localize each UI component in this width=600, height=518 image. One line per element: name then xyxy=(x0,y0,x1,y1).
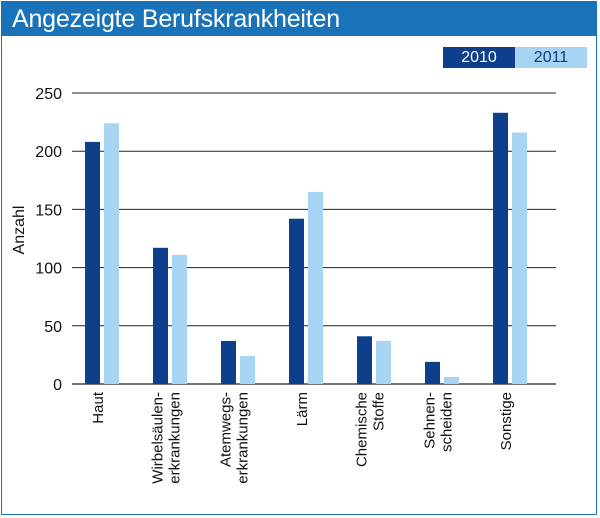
y-tick-label-150: 150 xyxy=(35,202,62,219)
bar-2010-4 xyxy=(357,336,372,384)
bar-2010-2 xyxy=(221,340,236,384)
bar-2010-6 xyxy=(493,112,508,385)
x-tick-label-0: Haut xyxy=(90,391,107,424)
bar-2011-3 xyxy=(308,191,323,384)
bar-2010-3 xyxy=(289,218,304,384)
x-tick-label-line: Lärm xyxy=(294,392,311,426)
y-tick-label-200: 200 xyxy=(35,144,62,161)
bar-2010-5 xyxy=(425,361,440,384)
x-tick-label-1: Wirbelsäulen-erkrankungen xyxy=(150,392,184,484)
bar-2010-1 xyxy=(153,247,168,384)
legend: 2010 2011 xyxy=(443,47,587,68)
y-axis-title: Anzahl xyxy=(11,206,28,255)
bar-2011-5 xyxy=(444,377,459,384)
x-tick-label-line: Haut xyxy=(90,391,107,424)
legend-item-2011: 2011 xyxy=(515,47,587,68)
x-tick-label-5: Sehnen-scheiden xyxy=(422,392,456,452)
bar-2011-4 xyxy=(376,340,391,384)
x-tick-label-2: Atemwegs-erkrankungen xyxy=(218,392,252,484)
legend-label-2010: 2010 xyxy=(461,48,497,66)
bar-2011-6 xyxy=(512,132,527,384)
legend-item-2010: 2010 xyxy=(443,47,515,68)
x-tick-label-line: Sehnen- xyxy=(422,392,439,449)
x-tick-label-line: Atemwegs- xyxy=(218,392,235,467)
x-tick-label-line: Sonstige xyxy=(498,392,515,450)
bar-2011-2 xyxy=(240,356,255,384)
x-tick-label-line: erkrankungen xyxy=(235,392,252,484)
x-tick-label-line: scheiden xyxy=(439,392,456,452)
x-tick-label-3: Lärm xyxy=(294,392,311,426)
title-bar: Angezeigte Berufskrankheiten xyxy=(2,2,596,36)
y-tick-label-100: 100 xyxy=(35,261,62,278)
x-tick-label-line: Stoffe xyxy=(371,392,388,431)
y-tick-label-0: 0 xyxy=(53,377,62,394)
bar-2011-0 xyxy=(104,123,119,384)
x-tick-label-line: erkrankungen xyxy=(167,392,184,484)
x-tick-label-4: ChemischeStoffe xyxy=(354,392,388,467)
bar-2010-0 xyxy=(85,141,100,384)
x-tick-label-line: Wirbelsäulen- xyxy=(150,392,167,484)
chart-title: Angezeigte Berufskrankheiten xyxy=(12,5,340,33)
x-tick-label-6: Sonstige xyxy=(498,392,515,450)
bar-2011-1 xyxy=(172,254,187,384)
legend-label-2011: 2011 xyxy=(533,48,569,66)
x-tick-label-line: Chemische xyxy=(354,392,371,467)
y-tick-label-250: 250 xyxy=(35,86,62,103)
y-tick-label-50: 50 xyxy=(44,319,62,336)
